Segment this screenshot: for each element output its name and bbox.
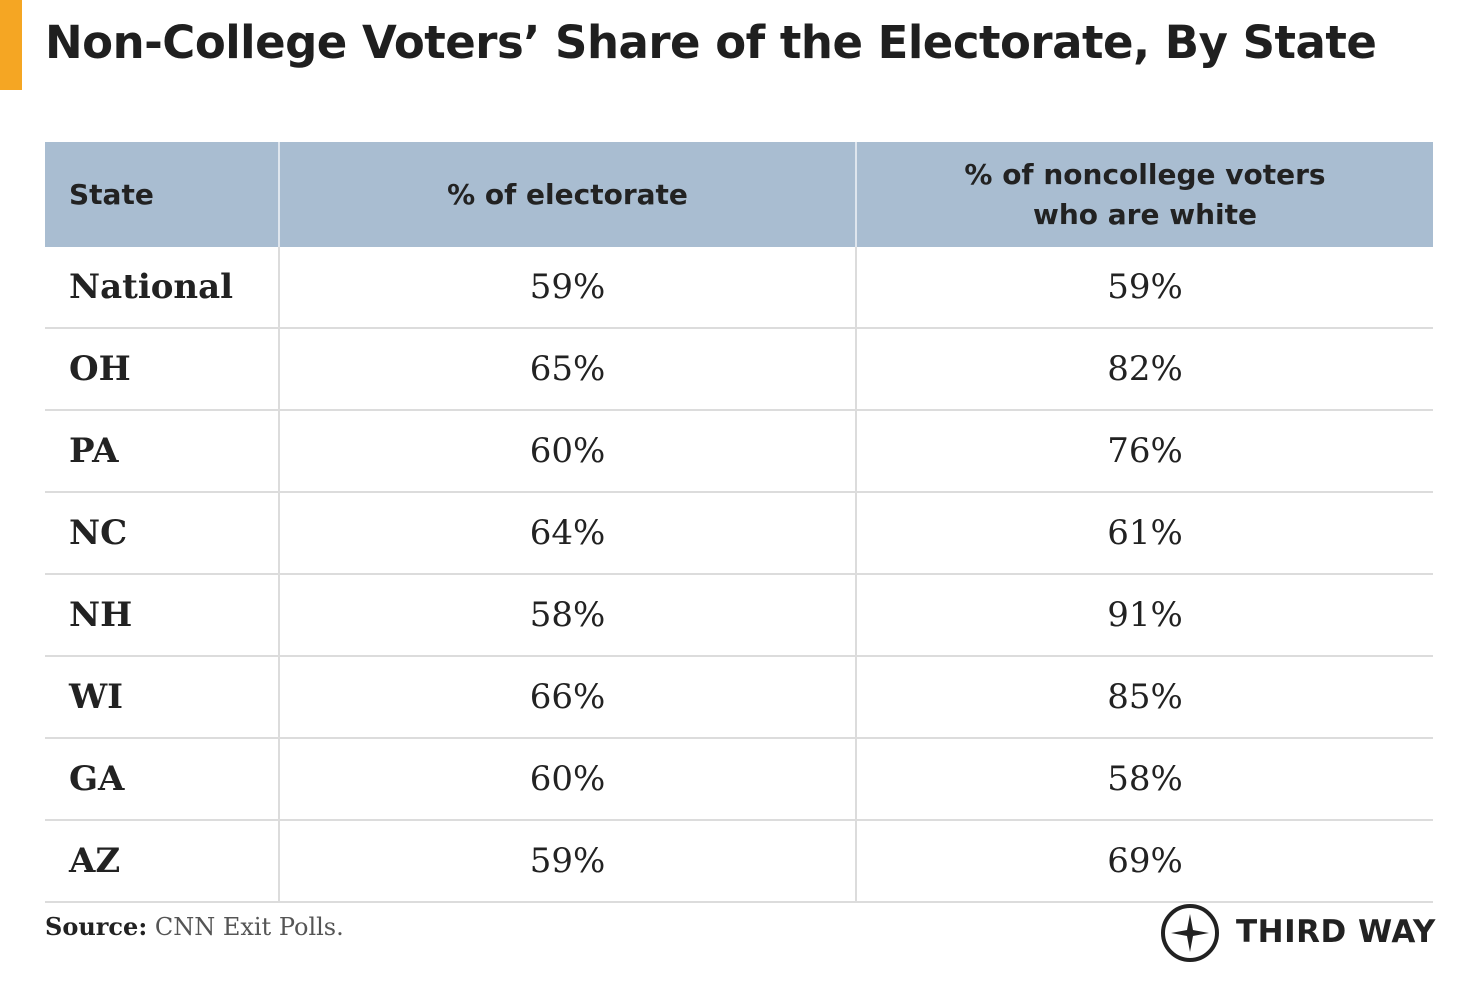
value-cell: 58% <box>278 574 856 657</box>
value-cell: 65% <box>278 328 856 411</box>
value-cell: 59% <box>855 247 1433 329</box>
table-row: NH 58% 91% <box>45 574 1433 657</box>
data-table: State% of electorate% of noncollege vote… <box>45 142 1433 903</box>
state-cell: OH <box>45 328 279 411</box>
source-text: CNN Exit Polls. <box>154 913 344 941</box>
header-row: State% of electorate% of noncollege vote… <box>45 142 1433 247</box>
value-cell: 82% <box>855 328 1433 411</box>
value-cell: 85% <box>855 656 1433 739</box>
value-cell: 66% <box>278 656 856 739</box>
source: Source: CNN Exit Polls. <box>45 912 344 941</box>
value-cell: 91% <box>855 574 1433 657</box>
source-label: Source: <box>45 912 148 941</box>
logo-icon <box>1161 904 1219 962</box>
accent-bar <box>0 0 22 90</box>
value-cell: 59% <box>278 820 856 903</box>
column-header: State <box>45 142 279 247</box>
table-row: OH 65% 82% <box>45 328 1433 411</box>
value-cell: 76% <box>855 410 1433 493</box>
logo-text: THIRD WAY <box>1236 914 1436 950</box>
state-cell: PA <box>45 410 279 493</box>
value-cell: 59% <box>278 247 856 329</box>
table-row: PA 60% 76% <box>45 410 1433 493</box>
state-cell: GA <box>45 738 279 821</box>
value-cell: 69% <box>855 820 1433 903</box>
state-cell: NC <box>45 492 279 575</box>
state-cell: AZ <box>45 820 279 903</box>
table-body: National 59% 59% OH 65% 82% PA 60% 76% NC 64% 61% NH… <box>45 247 1433 903</box>
column-header: % of electorate <box>278 142 856 247</box>
table-row: National 59% 59% <box>45 247 1433 329</box>
value-cell: 60% <box>278 738 856 821</box>
value-cell: 58% <box>855 738 1433 821</box>
table-row: WI 66% 85% <box>45 656 1433 739</box>
state-cell: NH <box>45 574 279 657</box>
column-header: % of noncollege voters who are white <box>855 142 1433 247</box>
state-cell: WI <box>45 656 279 739</box>
table-row: AZ 59% 69% <box>45 820 1433 903</box>
state-cell: National <box>45 247 279 329</box>
table-row: GA 60% 58% <box>45 738 1433 821</box>
table-row: NC 64% 61% <box>45 492 1433 575</box>
title: Non-College Voters’ Share of the Elector… <box>45 16 1377 69</box>
value-cell: 61% <box>855 492 1433 575</box>
value-cell: 60% <box>278 410 856 493</box>
value-cell: 64% <box>278 492 856 575</box>
